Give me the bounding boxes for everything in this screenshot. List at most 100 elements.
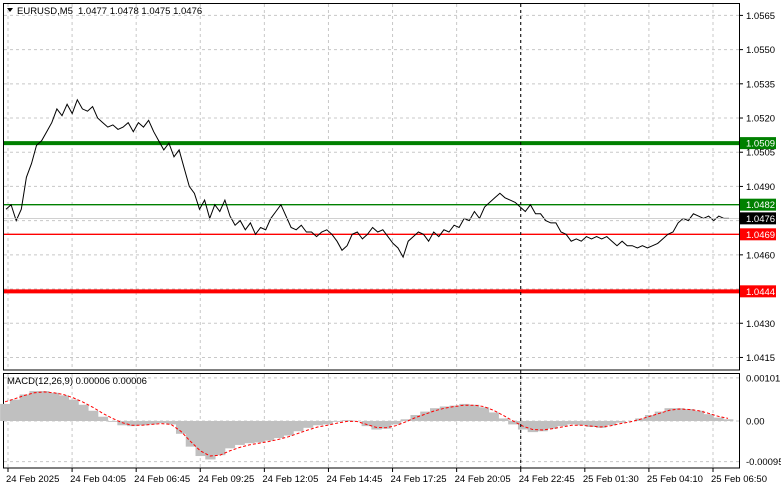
time-tick-label: 24 Feb 2025	[6, 474, 59, 485]
ohlc-label: 1.0477 1.0478 1.0475 1.0476	[78, 6, 202, 17]
macd-bar	[136, 421, 148, 426]
macd-bar	[88, 410, 99, 421]
time-tick-label: 25 Feb 06:50	[711, 474, 767, 485]
macd-bar	[644, 415, 656, 421]
macd-bar	[566, 421, 578, 425]
level-tag-label: 1.0509	[746, 139, 775, 150]
price-tick-label: 1.0490	[746, 182, 775, 193]
macd-bar	[605, 421, 617, 426]
macd-bar	[576, 421, 587, 426]
macd-bar	[527, 421, 538, 433]
symbol-label: EURUSD,M5	[17, 6, 73, 17]
macd-bar	[332, 421, 343, 422]
price-tick-label: 1.0505	[746, 148, 775, 159]
time-axis: 24 Feb 2025 24 Feb 04:05 24 Feb 06:45 24 Fe…	[6, 468, 767, 485]
price-tick-label: 1.0565	[746, 11, 775, 22]
macd-bar	[459, 403, 470, 421]
macd-bar	[19, 394, 30, 421]
macd-bar	[557, 421, 568, 427]
macd-bar	[684, 409, 695, 421]
macd-bar	[723, 419, 734, 421]
macd-bar	[215, 421, 226, 456]
level-tag	[740, 228, 776, 241]
price-tick-label: 1.0460	[746, 250, 775, 261]
current-price-tag	[740, 212, 776, 225]
macd-bar	[410, 415, 421, 421]
macd-bar	[58, 395, 70, 421]
time-tick-label: 25 Feb 01:30	[583, 474, 639, 485]
price-tick-label: 1.0535	[746, 79, 775, 90]
macd-bar	[674, 408, 685, 421]
macd-bar	[78, 404, 89, 421]
price-tick-label: 1.0520	[746, 114, 775, 125]
macd-bar	[185, 421, 197, 447]
time-tick-label: 24 Feb 06:45	[134, 474, 190, 485]
macd-bar	[97, 416, 109, 421]
macd-tick-label: 0.00101	[746, 373, 780, 384]
macd-bar	[0, 403, 11, 421]
macd-bar	[478, 407, 490, 421]
price-series-line	[5, 98, 729, 259]
macd-axis: 0.00101 0.00 -0.00095	[746, 373, 781, 468]
macd-bar	[439, 406, 451, 421]
price-levels	[4, 141, 739, 294]
macd-bar	[322, 421, 333, 425]
macd-bar	[342, 420, 353, 421]
current-price-label: 1.0476	[746, 214, 775, 225]
macd-bar	[107, 421, 118, 422]
time-tick-label: 24 Feb 14:45	[326, 474, 382, 485]
macd-bar	[156, 421, 167, 424]
price-axis: 1.0565 1.0550 1.0535 1.0520 1.0505 1.0490 1.04…	[739, 11, 775, 364]
time-tick-label: 24 Feb 22:45	[519, 474, 575, 485]
price-tick-label: 1.0430	[746, 319, 775, 330]
macd-bar	[273, 421, 284, 439]
level-tags: 1.0509 1.0482 1.0469 1.0444 1.0476	[4, 137, 776, 298]
time-tick-label: 24 Feb 17:25	[391, 474, 447, 485]
price-tick-label: 1.0550	[746, 45, 775, 56]
time-tick-label: 24 Feb 09:25	[198, 474, 254, 485]
macd-bar	[127, 421, 138, 427]
macd-histogram	[0, 391, 734, 460]
macd-signal-line	[4, 391, 729, 457]
level-tag	[740, 137, 776, 150]
macd-bar	[713, 417, 724, 421]
macd-bar	[420, 411, 431, 421]
macd-bar	[390, 421, 402, 425]
macd-bar	[547, 421, 558, 429]
macd-bar	[234, 421, 245, 445]
level-tag-label: 1.0444	[746, 287, 775, 298]
macd-signal-polyline	[4, 391, 729, 457]
macd-bar	[430, 408, 441, 421]
macd-tick-label: 0.00	[746, 417, 765, 428]
macd-bar	[508, 421, 519, 425]
time-tick-label: 24 Feb 12:05	[262, 474, 318, 485]
time-tick-label: 25 Feb 04:10	[647, 474, 703, 485]
macd-bar	[498, 418, 509, 421]
chart-header: EURUSD,M5 1.0477 1.0478 1.0475 1.0476	[7, 6, 202, 17]
macd-bar	[166, 421, 177, 425]
macd-bar	[175, 421, 187, 434]
macd-bar	[537, 421, 548, 432]
macd-bar	[9, 399, 21, 421]
macd-bar	[517, 421, 529, 430]
macd-bar	[224, 421, 236, 449]
macd-bar	[195, 421, 206, 457]
macd-bar	[293, 421, 304, 432]
macd-bar	[254, 421, 265, 443]
macd-bar	[371, 421, 382, 430]
level-tag	[740, 285, 776, 298]
level-tag-label: 1.0482	[746, 200, 775, 211]
macd-bar	[469, 404, 480, 421]
price-grid	[4, 4, 739, 370]
level-tag	[740, 198, 776, 211]
macd-bar	[205, 421, 216, 460]
macd-bar	[654, 411, 665, 421]
macd-bar	[244, 421, 255, 444]
triangle-down-icon[interactable]	[7, 8, 13, 12]
macd-bar	[312, 421, 324, 426]
macd-bar	[703, 414, 714, 421]
macd-bar	[381, 421, 392, 429]
price-line-group	[5, 98, 729, 259]
macd-bar	[596, 421, 607, 428]
